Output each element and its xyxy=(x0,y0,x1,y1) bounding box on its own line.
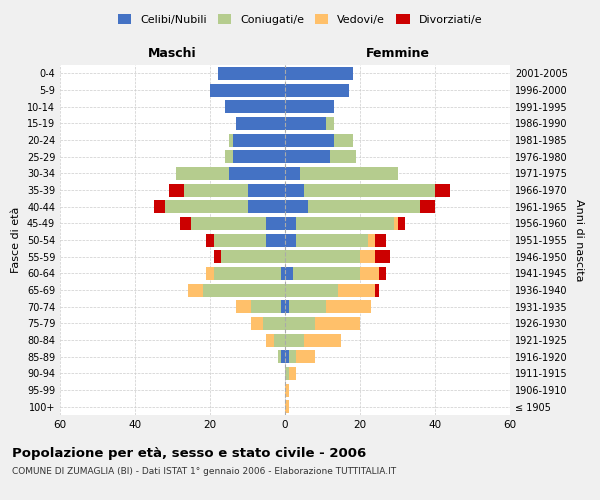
Bar xyxy=(289,300,326,313)
Bar xyxy=(285,350,289,363)
Bar xyxy=(285,184,304,196)
Bar xyxy=(326,300,371,313)
Bar xyxy=(206,267,214,280)
Bar xyxy=(218,67,285,80)
Bar xyxy=(266,217,285,230)
Bar xyxy=(296,350,315,363)
Bar xyxy=(435,184,450,196)
Bar xyxy=(285,234,296,246)
Bar xyxy=(214,234,266,246)
Bar xyxy=(285,117,326,130)
Bar xyxy=(251,300,281,313)
Bar xyxy=(304,334,341,346)
Bar xyxy=(367,234,375,246)
Bar xyxy=(293,267,360,280)
Bar xyxy=(285,267,293,280)
Y-axis label: Fasce di età: Fasce di età xyxy=(11,207,21,273)
Bar xyxy=(360,250,375,263)
Bar xyxy=(375,284,379,296)
Bar xyxy=(236,117,285,130)
Bar xyxy=(285,317,315,330)
Bar xyxy=(300,167,398,180)
Bar xyxy=(285,84,349,96)
Bar xyxy=(176,167,229,180)
Bar xyxy=(285,367,289,380)
Bar xyxy=(229,167,285,180)
Bar xyxy=(180,217,191,230)
Bar xyxy=(221,250,285,263)
Bar xyxy=(285,384,289,396)
Bar xyxy=(285,250,360,263)
Bar xyxy=(187,284,203,296)
Bar xyxy=(236,300,251,313)
Legend: Celibi/Nubili, Coniugati/e, Vedovi/e, Divorziati/e: Celibi/Nubili, Coniugati/e, Vedovi/e, Di… xyxy=(115,10,485,28)
Bar xyxy=(285,100,334,113)
Bar xyxy=(266,334,274,346)
Bar xyxy=(285,200,308,213)
Bar xyxy=(281,267,285,280)
Y-axis label: Anni di nascita: Anni di nascita xyxy=(574,198,584,281)
Bar xyxy=(184,184,248,196)
Bar xyxy=(263,317,285,330)
Bar xyxy=(296,217,394,230)
Bar xyxy=(315,317,360,330)
Bar xyxy=(225,100,285,113)
Bar xyxy=(229,134,233,146)
Bar xyxy=(308,200,420,213)
Bar xyxy=(165,200,248,213)
Bar xyxy=(304,184,435,196)
Bar xyxy=(214,250,221,263)
Bar xyxy=(334,134,353,146)
Bar xyxy=(266,234,285,246)
Bar xyxy=(214,267,281,280)
Bar xyxy=(285,334,304,346)
Bar xyxy=(248,200,285,213)
Bar xyxy=(289,367,296,380)
Bar xyxy=(285,167,300,180)
Bar xyxy=(394,217,398,230)
Bar xyxy=(330,150,356,163)
Bar xyxy=(296,234,367,246)
Bar xyxy=(285,67,353,80)
Bar xyxy=(154,200,165,213)
Bar xyxy=(398,217,405,230)
Bar xyxy=(210,84,285,96)
Bar xyxy=(233,134,285,146)
Bar xyxy=(281,300,285,313)
Bar xyxy=(337,284,375,296)
Bar xyxy=(274,334,285,346)
Bar xyxy=(360,267,379,280)
Text: Femmine: Femmine xyxy=(365,47,430,60)
Bar xyxy=(191,217,266,230)
Bar xyxy=(251,317,263,330)
Bar xyxy=(285,300,289,313)
Text: Maschi: Maschi xyxy=(148,47,197,60)
Text: COMUNE DI ZUMAGLIA (BI) - Dati ISTAT 1° gennaio 2006 - Elaborazione TUTTITALIA.I: COMUNE DI ZUMAGLIA (BI) - Dati ISTAT 1° … xyxy=(12,468,396,476)
Bar xyxy=(375,250,390,263)
Bar xyxy=(326,117,334,130)
Bar xyxy=(289,350,296,363)
Bar xyxy=(248,184,285,196)
Bar xyxy=(285,150,330,163)
Bar xyxy=(285,217,296,230)
Bar xyxy=(285,400,289,413)
Bar xyxy=(203,284,285,296)
Bar xyxy=(233,150,285,163)
Bar xyxy=(206,234,214,246)
Bar xyxy=(420,200,435,213)
Bar xyxy=(285,134,334,146)
Bar xyxy=(225,150,233,163)
Bar xyxy=(375,234,386,246)
Bar xyxy=(379,267,386,280)
Bar xyxy=(277,350,281,363)
Bar xyxy=(285,284,337,296)
Bar xyxy=(169,184,184,196)
Text: Popolazione per età, sesso e stato civile - 2006: Popolazione per età, sesso e stato civil… xyxy=(12,448,366,460)
Bar xyxy=(281,350,285,363)
